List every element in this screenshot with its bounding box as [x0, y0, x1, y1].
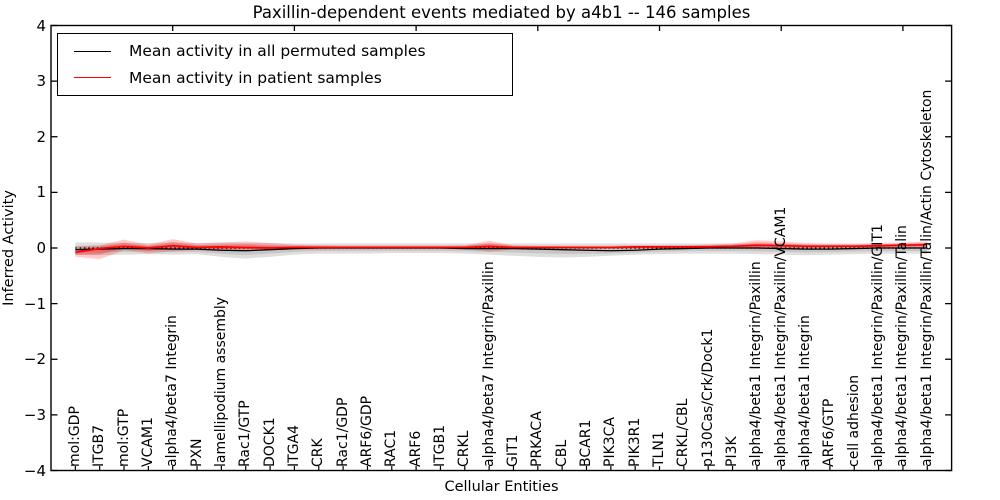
- y-tick-label: −3: [23, 405, 46, 424]
- x-tick-label: alpha4/beta1 Integrin/Paxillin/GIT1: [870, 224, 887, 467]
- x-tick-label: alpha4/beta7 Integrin: [164, 315, 181, 467]
- x-tick-label: mol:GDP: [66, 406, 83, 467]
- x-tick-label: CRKL/CBL: [675, 398, 692, 467]
- x-tick-label: VCAM1: [139, 417, 156, 467]
- y-tick-label: 2: [36, 127, 46, 146]
- x-tick-label: RAC1: [383, 429, 400, 467]
- legend-row: Mean activity in patient samples: [74, 69, 512, 87]
- x-tick-label: alpha4/beta1 Integrin/Paxillin: [748, 261, 765, 467]
- x-tick-label: PXN: [188, 438, 205, 467]
- legend-line-sample: [74, 50, 111, 52]
- x-tick-label: PIK3CA: [602, 416, 619, 467]
- x-tick-label: alpha4/beta1 Integrin/Paxillin/Talin/Act…: [918, 89, 935, 467]
- x-tick-label: mol:GTP: [115, 408, 132, 467]
- x-tick-label: ITGB1: [431, 424, 448, 467]
- x-tick-label: GIT1: [504, 434, 521, 467]
- y-tick-label: 0: [36, 239, 46, 257]
- legend-line-sample: [74, 77, 111, 79]
- x-tick-label: alpha4/beta7 Integrin/Paxillin: [480, 261, 497, 467]
- x-tick-label: lamellipodium assembly: [212, 296, 229, 467]
- x-tick-label: DOCK1: [261, 417, 278, 467]
- x-tick-label: BCAR1: [577, 419, 594, 467]
- x-tick-label: alpha4/beta1 Integrin: [797, 315, 814, 467]
- x-tick-label: cell adhesion: [845, 374, 862, 467]
- x-tick-label: CRKL: [456, 430, 473, 467]
- x-tick-label: TLN1: [651, 431, 667, 467]
- x-tick-label: alpha4/beta1 Integrin/Paxillin/Talin: [894, 225, 911, 467]
- x-tick-label: ITGA4: [285, 424, 302, 467]
- y-tick-label: 4: [36, 16, 46, 35]
- legend-label: Mean activity in all permuted samples: [129, 42, 426, 61]
- x-tick-label: PI3K: [724, 436, 741, 467]
- y-tick-label: −1: [23, 294, 46, 313]
- x-tick-label: Rac1/GDP: [334, 397, 351, 467]
- series-line-patient: [75, 243, 928, 254]
- chart-title: Paxillin-dependent events mediated by a4…: [252, 3, 751, 22]
- legend-row: Mean activity in all permuted samples: [74, 42, 512, 60]
- legend: Mean activity in all permuted samples Mea…: [57, 33, 513, 96]
- x-tick-label: ARF6: [407, 430, 424, 467]
- x-tick-label: alpha4/beta1 Integrin/Paxillin/VCAM1: [772, 206, 789, 467]
- y-tick-label: 3: [36, 72, 46, 91]
- x-tick-label: Rac1/GTP: [237, 400, 254, 467]
- y-tick-label: −4: [23, 461, 46, 480]
- x-tick-label: PIK3R1: [626, 417, 643, 467]
- legend-label: Mean activity in patient samples: [129, 68, 382, 87]
- x-tick-label: ARF6/GDP: [358, 395, 375, 467]
- y-tick-label: 1: [36, 183, 46, 202]
- x-tick-label: ITGB7: [91, 424, 108, 467]
- x-tick-label: ARF6/GTP: [821, 398, 838, 467]
- x-axis-label: Cellular Entities: [444, 479, 559, 495]
- x-tick-label: CRK: [310, 438, 327, 467]
- x-tick-label: PRKACA: [529, 411, 546, 467]
- x-tick-label: p130Cas/Crk/Dock1: [699, 328, 716, 467]
- x-tick-label: CBL: [553, 439, 570, 467]
- y-tick-label: −2: [23, 350, 46, 369]
